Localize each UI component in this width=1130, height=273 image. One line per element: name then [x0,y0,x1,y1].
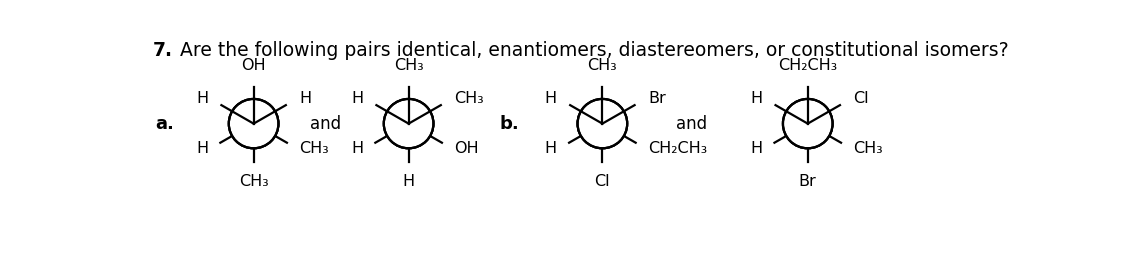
Text: H: H [351,91,363,106]
Text: H: H [545,141,557,156]
Text: H: H [195,141,208,156]
Text: H: H [750,141,762,156]
Text: H: H [402,174,415,189]
Text: H: H [351,141,363,156]
Text: H: H [195,91,208,106]
Text: Br: Br [647,91,666,106]
Text: H: H [750,91,762,106]
Circle shape [228,99,278,148]
Text: CH₂CH₃: CH₂CH₃ [779,58,837,73]
Text: and: and [676,115,707,133]
Text: Br: Br [799,174,817,189]
Text: H: H [299,91,312,106]
Text: CH₃: CH₃ [299,141,329,156]
Text: CH₃: CH₃ [238,174,269,189]
Text: and: and [310,115,341,133]
Circle shape [384,99,434,148]
Text: CH₃: CH₃ [853,141,883,156]
Text: Cl: Cl [594,174,610,189]
Text: CH₂CH₃: CH₂CH₃ [647,141,707,156]
Text: CH₃: CH₃ [454,91,484,106]
Text: Cl: Cl [853,91,869,106]
Text: H: H [545,91,557,106]
Text: OH: OH [454,141,479,156]
Text: CH₃: CH₃ [588,58,617,73]
Text: 7.: 7. [153,41,173,60]
Circle shape [577,99,627,148]
Text: b.: b. [499,115,519,133]
Text: a.: a. [155,115,174,133]
Circle shape [783,99,833,148]
Text: Are the following pairs identical, enantiomers, diastereomers, or constitutional: Are the following pairs identical, enant… [174,41,1008,60]
Text: OH: OH [242,58,266,73]
Text: CH₃: CH₃ [393,58,424,73]
